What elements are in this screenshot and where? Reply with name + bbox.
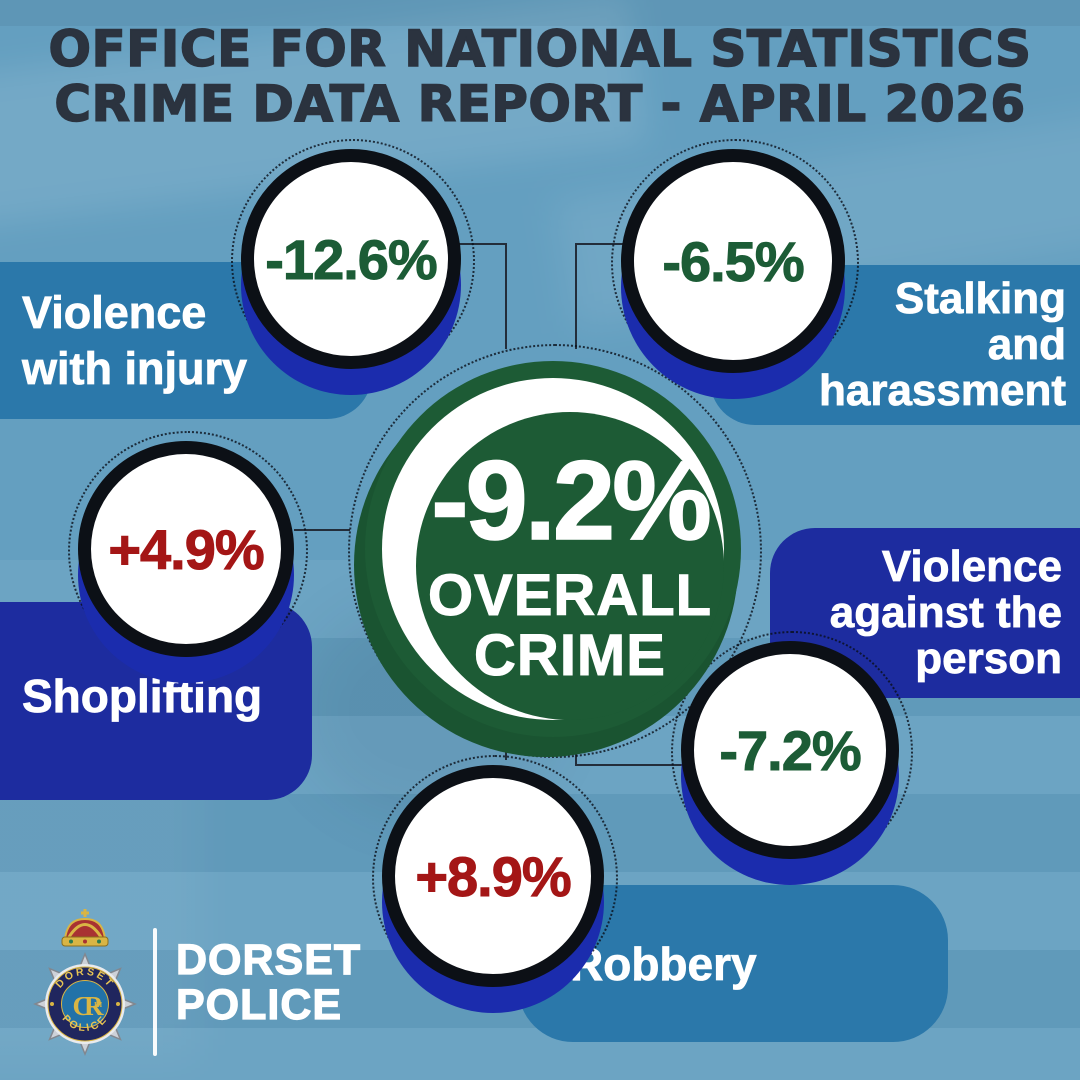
connector-stalking xyxy=(575,243,577,349)
center-circle-inner: -9.2% OVERALL CRIME xyxy=(416,412,724,720)
stat-circle-violence-against-the-person: -7.2% xyxy=(681,641,899,859)
label-line: against the xyxy=(829,588,1062,637)
center-circle-white-ring: -9.2% OVERALL CRIME xyxy=(382,378,724,720)
force-name-line2: POLICE xyxy=(175,981,343,1029)
label-line: with injury xyxy=(22,342,248,394)
badge-center-disc xyxy=(61,980,109,1028)
overall-crime-value: -9.2% xyxy=(430,438,712,563)
connector-violence-against-person xyxy=(575,764,683,766)
label-line: Shoplifting xyxy=(22,670,263,723)
force-name: DORSET POLICE xyxy=(175,936,362,1029)
label-line: harassment xyxy=(818,366,1067,415)
stat-value: -12.6% xyxy=(265,227,438,291)
logo-separator xyxy=(153,928,157,1056)
label-line: Violence xyxy=(881,542,1062,591)
title-line1: OFFICE FOR NATIONAL STATISTICS xyxy=(48,20,1032,78)
dotted-halo-center xyxy=(348,344,762,758)
label-line: person xyxy=(915,634,1063,683)
force-name-line1: DORSET xyxy=(175,936,362,984)
stat-circle-robbery: +8.9% xyxy=(382,765,604,987)
stat-value: -6.5% xyxy=(662,229,805,293)
connector-violence-with-injury xyxy=(505,243,507,349)
title-line2: CRIME DATA REPORT - APRIL 2026 xyxy=(54,75,1026,133)
stat-circle-violence-with-injury: -12.6% xyxy=(241,149,461,369)
crown-icon xyxy=(61,909,109,947)
stat-value: +4.9% xyxy=(108,517,265,581)
connector-violence-with-injury xyxy=(442,243,506,245)
stat-value: -7.2% xyxy=(719,718,862,782)
page-title: OFFICE FOR NATIONAL STATISTICS CRIME DAT… xyxy=(0,20,1080,133)
overall-label-line2: CRIME xyxy=(474,623,666,688)
label-line: and xyxy=(987,320,1066,369)
stat-circle-shoplifting: +4.9% xyxy=(78,441,294,657)
label-line: Robbery xyxy=(570,937,757,990)
connector-stalking xyxy=(575,243,625,245)
overall-label-line1: OVERALL xyxy=(427,563,713,628)
cypher-numeral: III xyxy=(94,1001,102,1009)
label-line: Violence xyxy=(22,286,207,338)
label-line: Stalking xyxy=(894,274,1066,323)
stat-value: +8.9% xyxy=(415,844,572,908)
stat-circle-stalking-and-harassment: -6.5% xyxy=(621,149,845,373)
connector-shoplifting xyxy=(294,529,350,531)
center-circle: -9.2% OVERALL CRIME xyxy=(365,361,741,737)
dorset-police-crest-icon: DORSET POLICE CR III xyxy=(33,909,137,1056)
